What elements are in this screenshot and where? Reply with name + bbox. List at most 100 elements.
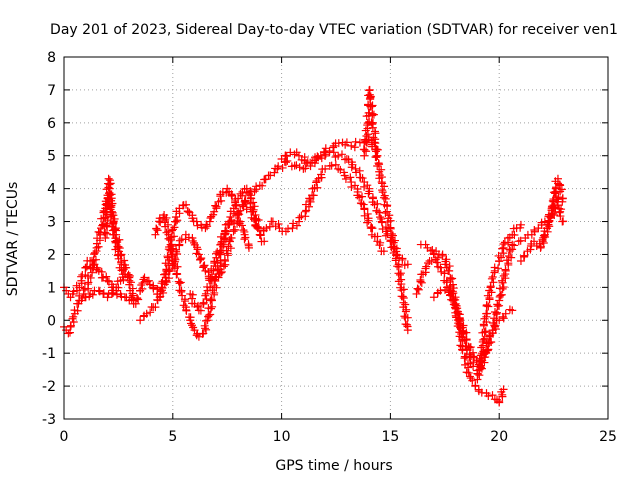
data-point-fill [254, 216, 263, 225]
data-point-fill [496, 291, 505, 300]
data-point-fill [487, 274, 496, 283]
data-point-fill [367, 223, 376, 232]
data-point-fill [157, 286, 166, 295]
data-point-fill [194, 301, 203, 310]
series-rise-b [136, 197, 262, 325]
data-point [538, 237, 547, 246]
data-point [301, 207, 310, 216]
data-point-fill [106, 190, 115, 199]
data-point [260, 237, 269, 246]
data-point-fill [172, 270, 181, 279]
data-point [553, 174, 562, 183]
data-point [342, 155, 351, 164]
data-point [244, 243, 253, 252]
data-point-fill [390, 236, 399, 245]
y-tick-label: 6 [47, 116, 56, 132]
data-point-fill [99, 289, 108, 298]
data-point-fill [481, 327, 490, 336]
data-point [94, 286, 103, 295]
data-point-fill [197, 254, 206, 263]
data-point [429, 293, 438, 302]
data-point-fill [86, 273, 95, 282]
data-point-fill [239, 226, 248, 235]
data-point-fill [440, 269, 449, 278]
data-point-fill [216, 192, 225, 201]
data-point-fill [499, 271, 508, 280]
data-point-fill [108, 199, 117, 208]
data-point-fill [274, 162, 283, 171]
data-point-fill [462, 328, 471, 337]
data-point-fill [201, 291, 210, 300]
data-point-fill [109, 217, 118, 226]
data-point-fill [180, 295, 189, 304]
data-point-fill [359, 145, 368, 154]
y-tick-label: 4 [47, 182, 56, 198]
data-point-fill [162, 213, 171, 222]
data-point-fill [487, 288, 496, 297]
data-point-fill [438, 251, 447, 260]
data-point-fill [217, 196, 226, 205]
data-point [551, 187, 560, 196]
data-point-fill [289, 219, 298, 228]
data-point-fill [399, 285, 408, 294]
data-point-fill [413, 284, 422, 293]
data-point-fill [499, 283, 508, 292]
data-point-fill [164, 274, 173, 283]
data-point-fill [370, 127, 379, 136]
data-point [288, 224, 297, 233]
data-point-fill [475, 371, 484, 380]
data-point-fill [488, 391, 497, 400]
data-point-fill [480, 314, 489, 323]
data-point-fill [113, 251, 122, 260]
data-point-fill [459, 321, 468, 330]
data-point-fill [149, 284, 158, 293]
data-point-fill [295, 163, 304, 172]
data-point-fill [77, 272, 86, 281]
data-point-fill [295, 213, 304, 222]
data-point [412, 289, 421, 298]
data-point-fill [381, 231, 390, 240]
data-point-fill [455, 317, 464, 326]
data-point [436, 263, 445, 272]
data-point-fill [211, 201, 220, 210]
data-point-fill [241, 233, 250, 242]
data-point-fill [134, 295, 143, 304]
y-tick-label: -1 [42, 346, 56, 362]
data-point [516, 257, 525, 266]
data-point-fill [363, 218, 372, 227]
data-point [277, 155, 286, 164]
data-point-fill [348, 160, 357, 169]
data-point [295, 151, 304, 160]
data-point-fill [283, 156, 292, 165]
data-point-fill [545, 216, 554, 225]
data-point-fill [502, 256, 511, 265]
data-point-fill [153, 226, 162, 235]
data-point-fill [168, 251, 177, 260]
data-point-fill [217, 246, 226, 255]
data-point-fill [380, 182, 389, 191]
data-point-fill [128, 291, 137, 300]
data-point [508, 240, 517, 249]
data-point-fill [200, 261, 209, 270]
data-point-fill [393, 262, 402, 271]
data-point-fill [384, 224, 393, 233]
data-point-fill [516, 236, 525, 245]
data-point [495, 316, 504, 325]
data-point-fill [236, 206, 245, 215]
data-point-fill [101, 207, 110, 216]
data-point-fill [427, 257, 436, 266]
data-point-fill [452, 301, 461, 310]
data-point-fill [358, 174, 367, 183]
data-point-fill [210, 290, 219, 299]
data-point-fill [350, 143, 359, 152]
data-point-fill [212, 202, 221, 211]
data-point-fill [236, 189, 245, 198]
data-point-fill [304, 202, 313, 211]
data-point-fill [226, 244, 235, 253]
data-point-fill [556, 212, 565, 221]
x-tick-label: 25 [599, 429, 617, 445]
data-point-fill [223, 251, 232, 260]
data-point-fill [274, 219, 283, 228]
data-point-fill [196, 255, 205, 264]
data-point-fill [89, 263, 98, 272]
